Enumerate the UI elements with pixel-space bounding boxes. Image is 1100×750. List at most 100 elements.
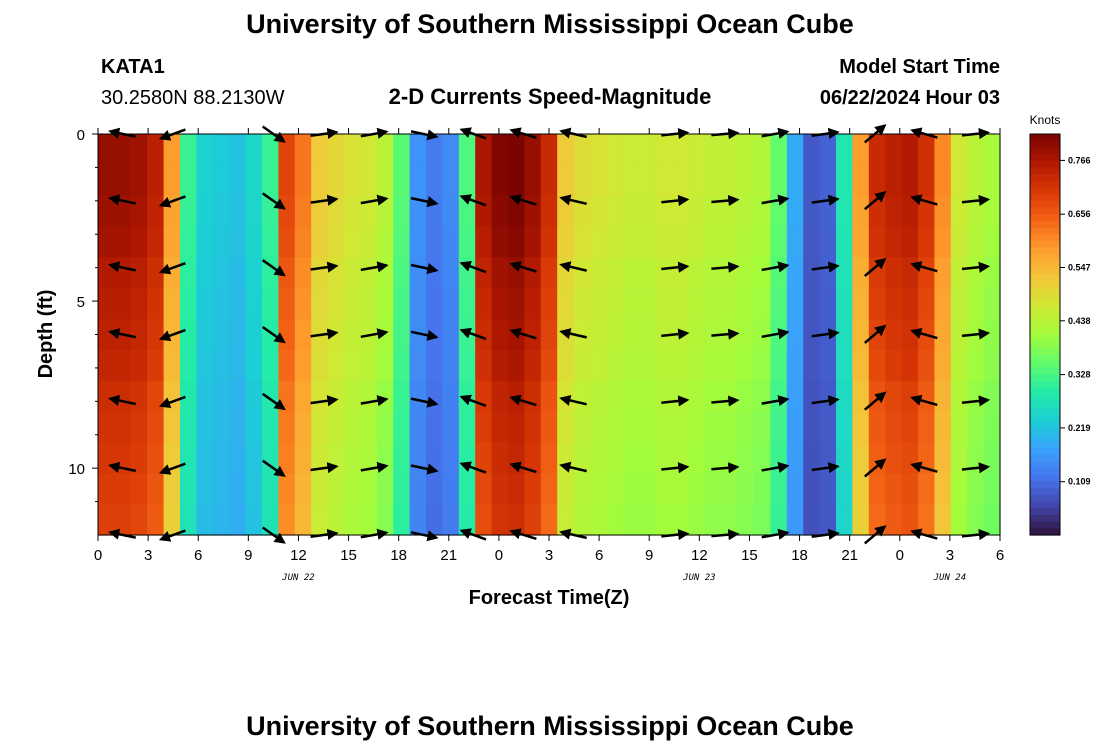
heatmap-cell — [163, 473, 181, 505]
heatmap-cell — [229, 349, 247, 382]
current-vector — [410, 196, 439, 208]
heatmap-cell — [130, 411, 148, 444]
current-vector — [961, 194, 991, 207]
heatmap-cell — [491, 504, 509, 536]
heatmap-cell — [294, 288, 312, 320]
heatmap-cell — [180, 226, 197, 258]
heatmap-cell — [655, 257, 673, 289]
heatmap-cell — [573, 473, 591, 505]
heatmap-cell — [688, 164, 706, 197]
heatmap-cell — [852, 349, 870, 382]
heatmap-cell — [737, 257, 755, 289]
heatmap-cell — [311, 164, 329, 197]
heatmap-cell — [393, 319, 411, 351]
heatmap-cell — [524, 134, 542, 166]
x-axis-date-labels: JUN 22 JUN 23 JUN 24 — [281, 573, 966, 583]
heatmap-cell — [262, 195, 279, 228]
current-vector — [863, 458, 887, 478]
heatmap-cell — [901, 504, 919, 536]
heatmap-cell — [393, 195, 411, 228]
heatmap-cell — [376, 504, 394, 536]
colorbar-segment — [1030, 267, 1060, 275]
heatmap-cell — [196, 442, 214, 474]
heatmap-cell — [606, 288, 624, 320]
heatmap-cell — [868, 380, 886, 413]
heatmap-cell — [934, 226, 952, 258]
heatmap-cell — [212, 349, 230, 382]
current-vector — [711, 395, 740, 407]
heatmap-cell — [294, 257, 312, 289]
heatmap-cell — [573, 134, 591, 166]
heatmap-cell — [639, 442, 657, 474]
heatmap-cell — [557, 134, 575, 166]
colorbar-segment — [1030, 180, 1060, 189]
heatmap-cell — [901, 226, 919, 258]
heatmap-cell — [622, 134, 640, 166]
heatmap-cell — [98, 195, 115, 228]
heatmap-cell — [229, 288, 247, 320]
heatmap-cell — [819, 134, 837, 166]
heatmap-cell — [475, 288, 493, 320]
heatmap-cell — [409, 226, 427, 258]
heatmap-cell — [836, 349, 853, 382]
colorbar-segment — [1030, 408, 1060, 416]
colorbar-segment — [1030, 374, 1060, 382]
heatmap-cell — [344, 195, 361, 228]
heatmap-cell — [655, 349, 673, 382]
heatmap-cell — [688, 380, 706, 413]
heatmap-cell — [786, 195, 804, 228]
colorbar-segment — [1030, 528, 1060, 536]
heatmap-cell — [950, 442, 968, 474]
colorbar-segment — [1030, 194, 1060, 202]
current-vector — [108, 194, 137, 206]
heatmap-cell — [901, 411, 919, 444]
heatmap-cell — [524, 504, 542, 536]
heatmap-cell — [704, 473, 722, 505]
heatmap-cell — [114, 380, 132, 413]
colorbar-segment — [1030, 227, 1060, 235]
heatmap-cell — [245, 195, 263, 228]
heatmap-cell — [737, 504, 755, 536]
heatmap-cell — [245, 411, 263, 444]
heatmap-cell — [803, 319, 821, 351]
heatmap-cell — [278, 504, 296, 536]
heatmap-cell — [721, 504, 739, 536]
current-vector — [863, 391, 887, 411]
colorbar-segment — [1030, 434, 1060, 443]
current-vector — [108, 328, 137, 340]
heatmap-cell — [426, 134, 443, 166]
colorbar-unit-label: Knots — [1030, 113, 1061, 127]
heatmap-cell — [786, 226, 804, 258]
heatmap-cell — [426, 195, 443, 228]
heatmap-cell — [803, 288, 821, 320]
heatmap-cell — [524, 257, 542, 289]
heatmap-cell — [212, 411, 230, 444]
heatmap-cell — [983, 504, 1001, 536]
current-vector — [711, 462, 740, 474]
heatmap-cell — [918, 380, 935, 413]
heatmap-cell — [475, 380, 493, 413]
heatmap-cell — [229, 411, 247, 444]
heatmap-cell — [655, 226, 673, 258]
heatmap-cell — [163, 504, 181, 536]
heatmap-cell — [524, 380, 542, 413]
heatmap-cell — [852, 319, 870, 351]
heatmap-cell — [754, 164, 771, 197]
heatmap-cell — [360, 164, 378, 197]
heatmap-cell — [901, 257, 919, 289]
heatmap-cell — [754, 226, 771, 258]
heatmap-cell — [147, 195, 165, 228]
heatmap-cell — [409, 288, 427, 320]
heatmap-cell — [606, 319, 624, 351]
heatmap-cell — [606, 504, 624, 536]
heatmap-cell — [147, 504, 165, 536]
heatmap-cell — [524, 319, 542, 351]
heatmap-cell — [786, 411, 804, 444]
heatmap-cell — [688, 134, 706, 166]
heatmap-cell — [754, 195, 771, 228]
heatmap-cell — [147, 380, 165, 413]
heatmap-cell — [836, 504, 853, 536]
heatmap-cell — [770, 288, 788, 320]
heatmap-cell — [180, 164, 197, 197]
heatmap-cell — [376, 380, 394, 413]
